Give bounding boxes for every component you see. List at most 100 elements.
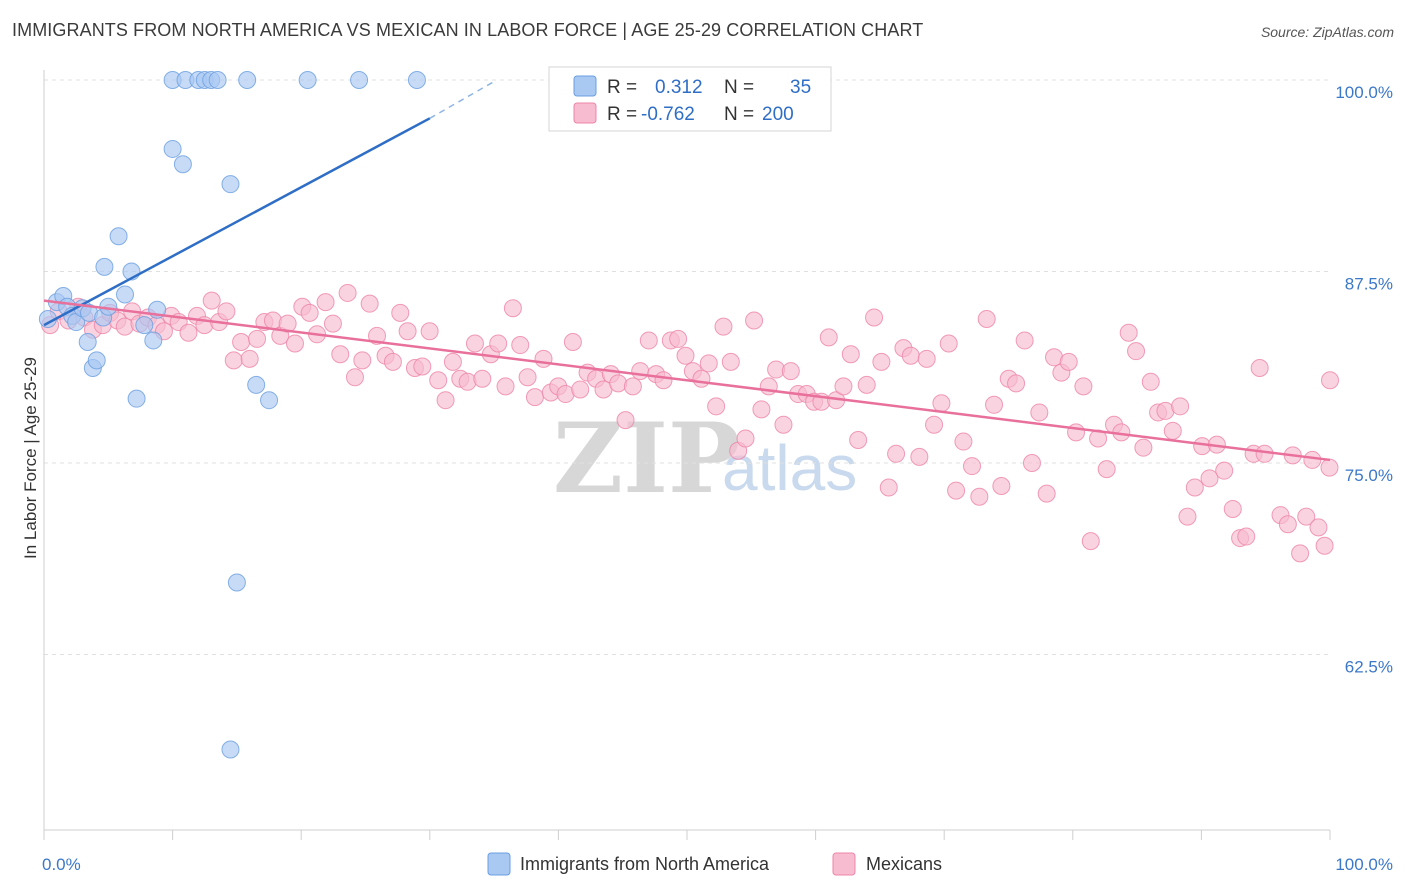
data-point <box>925 415 944 434</box>
data-point <box>1097 460 1116 479</box>
data-point <box>489 334 508 353</box>
data-point <box>511 336 530 355</box>
data-point <box>721 352 740 371</box>
legend-r-label: R = <box>607 104 637 125</box>
data-point <box>819 328 838 347</box>
data-point <box>436 391 455 410</box>
y-tick-label: 62.5% <box>1345 658 1393 677</box>
y-axis-title: In Labor Force | Age 25-29 <box>21 357 40 559</box>
data-point <box>338 283 357 302</box>
data-point <box>135 316 154 335</box>
data-point <box>116 285 135 304</box>
data-point <box>1315 536 1334 555</box>
data-point <box>692 369 711 388</box>
data-point <box>1030 403 1049 422</box>
data-point <box>962 457 981 476</box>
data-point <box>939 334 958 353</box>
watermark-zip: ZIP <box>553 402 740 515</box>
bottom-legend-label: Immigrants from North America <box>520 854 770 874</box>
data-point <box>323 314 342 333</box>
data-point <box>398 322 417 341</box>
data-point <box>1250 359 1269 378</box>
data-point <box>232 332 251 351</box>
data-point <box>849 431 868 450</box>
data-point <box>1127 342 1146 361</box>
data-point <box>954 432 973 451</box>
data-point <box>534 349 553 368</box>
data-point <box>841 345 860 364</box>
data-point <box>316 293 335 312</box>
data-point <box>208 71 227 89</box>
data-point <box>247 375 266 394</box>
y-tick-label: 75.0% <box>1345 466 1393 485</box>
data-point <box>1074 377 1093 396</box>
data-point <box>1237 527 1256 546</box>
y-tick-label: 87.5% <box>1345 275 1393 294</box>
data-point <box>932 394 951 413</box>
data-point <box>571 380 590 399</box>
data-point <box>1303 450 1322 469</box>
bottom-legend: Immigrants from North America Mexicans <box>487 852 942 876</box>
data-point <box>413 357 432 376</box>
data-point <box>970 487 989 506</box>
data-point <box>465 334 484 353</box>
data-point <box>217 302 236 321</box>
legend-n-label: N = <box>724 104 754 125</box>
bottom-legend-swatch-blue <box>487 852 511 876</box>
source-credit: Source: ZipAtlas.com <box>1260 24 1394 40</box>
data-point <box>1119 323 1138 342</box>
data-point <box>669 329 688 348</box>
data-point <box>865 308 884 327</box>
bottom-legend-label: Mexicans <box>866 854 942 874</box>
data-point <box>563 332 582 351</box>
data-point <box>260 391 279 410</box>
data-point <box>736 429 755 448</box>
data-point <box>248 329 267 348</box>
data-point <box>179 323 198 342</box>
data-point <box>699 354 718 373</box>
data-point <box>173 155 192 174</box>
data-point <box>910 447 929 466</box>
data-point <box>496 377 515 396</box>
data-point <box>345 368 364 387</box>
data-point <box>383 352 402 371</box>
data-point <box>227 573 246 592</box>
data-point <box>1178 507 1197 526</box>
data-point <box>429 371 448 390</box>
data-point <box>1007 374 1026 393</box>
data-point <box>458 372 477 391</box>
data-point <box>443 352 462 371</box>
data-point <box>1171 397 1190 416</box>
data-point <box>616 411 635 430</box>
legend-swatch-pink <box>573 102 597 124</box>
data-point <box>623 377 642 396</box>
data-point <box>95 257 114 276</box>
data-point <box>224 351 243 370</box>
data-point <box>525 388 544 407</box>
data-point <box>631 362 650 381</box>
data-point <box>639 331 658 350</box>
data-point <box>240 349 259 368</box>
data-point <box>300 303 319 322</box>
data-point <box>109 227 128 246</box>
data-point <box>872 352 891 371</box>
data-point <box>1309 518 1328 537</box>
data-point <box>1037 484 1056 503</box>
series-immigrants-north-america <box>38 71 426 759</box>
legend-n-label: N = <box>724 77 754 98</box>
data-point <box>278 314 297 333</box>
data-point <box>298 71 317 89</box>
chart-title: IMMIGRANTS FROM NORTH AMERICA VS MEXICAN… <box>12 20 924 40</box>
data-point <box>221 740 240 759</box>
data-point <box>202 291 221 310</box>
data-point <box>774 415 793 434</box>
data-point <box>238 71 257 89</box>
data-point <box>473 369 492 388</box>
data-point <box>1278 515 1297 534</box>
data-point <box>1134 438 1153 457</box>
data-point <box>992 476 1011 495</box>
data-point <box>887 444 906 463</box>
data-point <box>947 481 966 500</box>
data-point <box>331 345 350 364</box>
